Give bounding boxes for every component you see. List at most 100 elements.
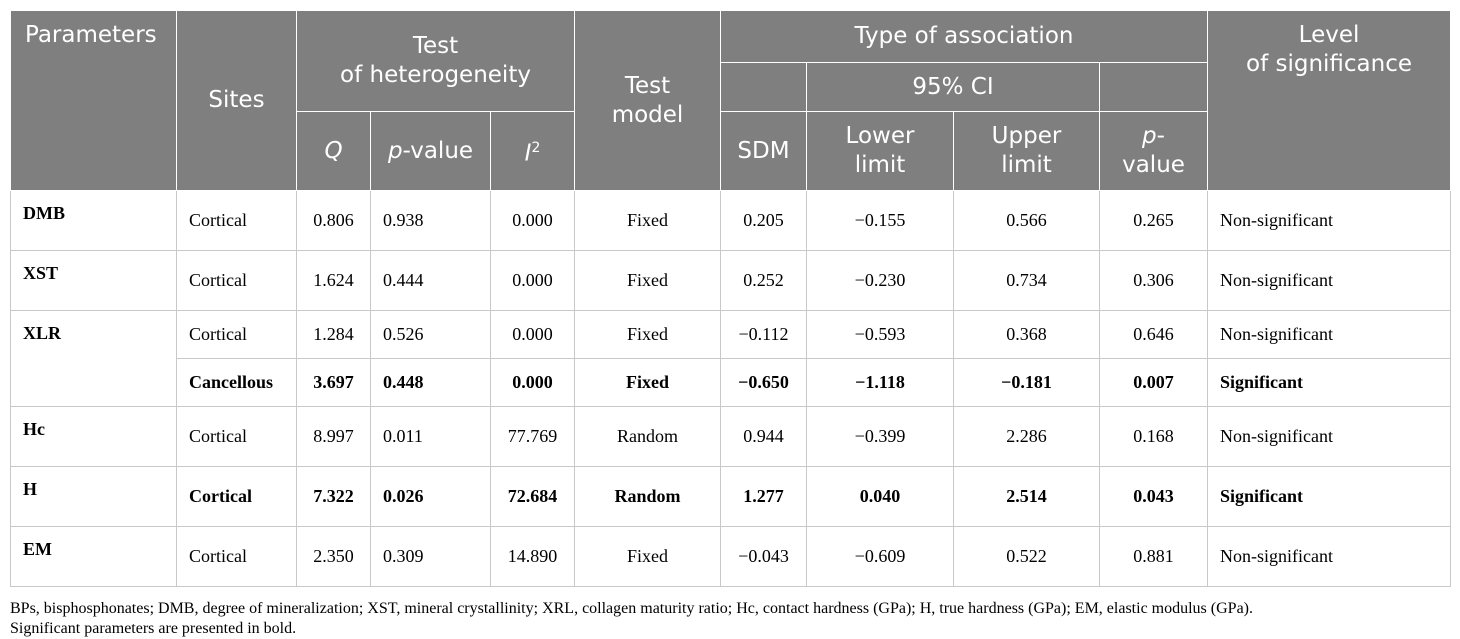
cell-lower: −0.399 (806, 406, 954, 467)
cell-level: Non-significant (1207, 250, 1452, 311)
footnote-abbreviations: BPs, bisphosphonates; DMB, degree of min… (10, 600, 1253, 617)
header-type-of-association: Type of association (719, 10, 1209, 63)
cell-pval: 0.881 (1098, 526, 1209, 587)
cell-pval: 0.265 (1098, 190, 1209, 251)
cell-model: Fixed (574, 250, 721, 311)
cell-p: 0.309 (370, 526, 491, 587)
cell-lower: −0.230 (806, 250, 954, 311)
header-heterogeneity: Test of heterogeneity (296, 10, 575, 112)
footnote-bold-note: Significant parameters are presented in … (10, 620, 297, 637)
header-sites: Sites (176, 10, 297, 191)
cell-level: Non-significant (1207, 406, 1452, 467)
header-lower-limit: Lower limit (806, 111, 954, 191)
cell-p: 0.444 (370, 250, 491, 311)
cell-sdm: 1.277 (720, 466, 807, 527)
cell-param: XLR (10, 310, 177, 407)
cell-upper: 0.734 (953, 250, 1100, 311)
cell-q: 1.624 (296, 250, 371, 311)
header-blank-p (1098, 62, 1209, 112)
table-row-significant: Cancellous 3.697 0.448 0.000 Fixed −0.65… (11, 358, 1452, 407)
header-pvalue-2: p- value (1098, 111, 1209, 191)
cell-q: 0.806 (296, 190, 371, 251)
table-footnote: BPs, bisphosphonates; DMB, degree of min… (10, 599, 1450, 639)
cell-lower: −0.593 (806, 310, 954, 359)
cell-p: 0.448 (370, 358, 491, 407)
table-row: EM Cortical 2.350 0.309 14.890 Fixed −0.… (10, 526, 1452, 587)
header-sdm: SDM (720, 111, 807, 191)
cell-site: Cortical (176, 526, 297, 587)
cell-upper: 0.566 (953, 190, 1100, 251)
cell-q: 7.322 (296, 466, 371, 527)
table-row: XST Cortical 1.624 0.444 0.000 Fixed 0.2… (10, 250, 1452, 311)
cell-upper: 2.286 (953, 406, 1100, 467)
cell-q: 2.350 (296, 526, 371, 587)
cell-param: Hc (10, 406, 177, 467)
header-p-value: p-value (370, 111, 491, 191)
cell-level: Significant (1207, 358, 1452, 407)
header-i-sup: 2 (531, 139, 541, 156)
cell-sdm: −0.112 (720, 310, 807, 359)
cell-level: Non-significant (1207, 190, 1452, 251)
header-p2-suffix: - value (1122, 123, 1185, 178)
cell-level: Non-significant (1207, 310, 1452, 359)
cell-sdm: 0.205 (720, 190, 807, 251)
cell-pval: 0.007 (1098, 358, 1209, 407)
header-parameters: Parameters (10, 10, 177, 191)
cell-lower: −0.155 (806, 190, 954, 251)
cell-pval: 0.306 (1098, 250, 1209, 311)
cell-i2: 0.000 (490, 310, 575, 359)
cell-q: 3.697 (296, 358, 371, 407)
cell-param: XST (10, 250, 177, 311)
cell-q: 8.997 (296, 406, 371, 467)
cell-site: Cortical (176, 310, 297, 359)
header-p-suffix: -value (402, 137, 474, 164)
cell-i2: 0.000 (490, 358, 575, 407)
cell-p: 0.011 (370, 406, 491, 467)
cell-p: 0.938 (370, 190, 491, 251)
cell-param: EM (10, 526, 177, 587)
cell-param: H (10, 466, 177, 527)
cell-q: 1.284 (296, 310, 371, 359)
table-header: Parameters Sites Test of heterogeneity T… (10, 10, 1452, 191)
table-container: Parameters Sites Test of heterogeneity T… (10, 10, 1452, 639)
cell-pval: 0.043 (1098, 466, 1209, 527)
cell-i2: 77.769 (490, 406, 575, 467)
cell-lower: −1.118 (806, 358, 954, 407)
results-table: Parameters Sites Test of heterogeneity T… (10, 10, 1452, 587)
header-level: Level of significance (1207, 10, 1452, 191)
header-blank-sdm (720, 62, 807, 112)
table-row: XLR Cortical 1.284 0.526 0.000 Fixed −0.… (10, 310, 1452, 407)
cell-site: Cortical (176, 466, 297, 527)
cell-i2: 72.684 (490, 466, 575, 527)
cell-model: Random (574, 466, 721, 527)
cell-sdm: −0.650 (720, 358, 807, 407)
cell-sdm: 0.944 (720, 406, 807, 467)
header-p-italic: p (387, 137, 403, 164)
table-row-significant: H Cortical 7.322 0.026 72.684 Random 1.2… (10, 466, 1452, 527)
cell-pval: 0.168 (1098, 406, 1209, 467)
cell-i2: 0.000 (490, 250, 575, 311)
cell-lower: 0.040 (806, 466, 954, 527)
header-p2-italic: p (1142, 123, 1157, 149)
cell-model: Fixed (574, 190, 721, 251)
cell-site: Cortical (176, 190, 297, 251)
header-q: Q (296, 111, 371, 191)
table-row: DMB Cortical 0.806 0.938 0.000 Fixed 0.2… (10, 190, 1452, 251)
cell-i2: 14.890 (490, 526, 575, 587)
cell-i2: 0.000 (490, 190, 575, 251)
table-row: Hc Cortical 8.997 0.011 77.769 Random 0.… (10, 406, 1452, 467)
cell-model: Fixed (574, 526, 721, 587)
cell-site: Cancellous (176, 358, 297, 407)
header-i-italic: I (524, 140, 532, 167)
table-body: DMB Cortical 0.806 0.938 0.000 Fixed 0.2… (10, 190, 1452, 587)
cell-site: Cortical (176, 250, 297, 311)
header-ci: 95% CI (806, 62, 1100, 112)
cell-model: Random (574, 406, 721, 467)
cell-level: Non-significant (1207, 526, 1452, 587)
cell-upper: 0.522 (953, 526, 1100, 587)
cell-param: DMB (10, 190, 177, 251)
cell-sdm: 0.252 (720, 250, 807, 311)
header-upper-limit: Upper limit (953, 111, 1100, 191)
cell-upper: 2.514 (953, 466, 1100, 527)
cell-level: Significant (1207, 466, 1452, 527)
